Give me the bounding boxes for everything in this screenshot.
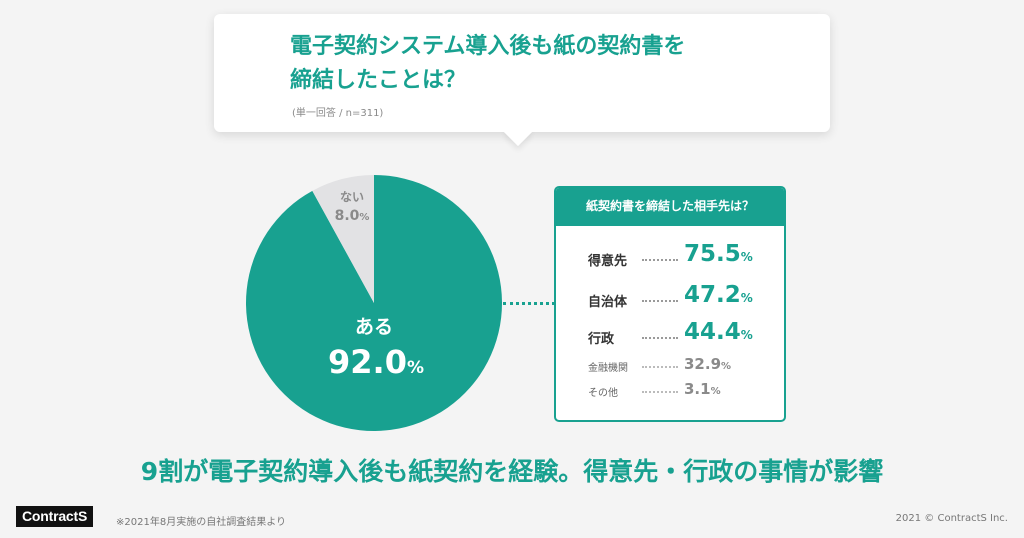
counterparty-label: 行政 [588,332,615,347]
counterparty-value: 47.2% [684,282,753,308]
counterparty-label: 金融機関 [588,363,628,374]
counterparty-panel: 紙契約書を締結した相手先は？ 得意先 75.5% 自治体 47.2% 行政 44… [554,186,786,422]
question-card: 電子契約システム導入後も紙の契約書を 締結したことは？ (単一回答 / n=31… [214,14,830,147]
question-subtitle: (単一回答 / n=311) [292,108,384,119]
counterparty-label: 自治体 [588,295,628,310]
contracts-logo: ContractS [16,506,94,527]
counterparty-label: 得意先 [588,254,628,269]
copyright: 2021 © ContractS Inc. [895,513,1008,524]
headline: 9割が電子契約導入後も紙契約を経験。得意先・行政の事情が影響 [140,457,884,486]
footnote: ※2021年8月実施の自社調査結果より [116,517,286,528]
counterparty-panel-title: 紙契約書を締結した相手先は？ [556,188,784,226]
counterparty-value: 75.5% [684,241,753,267]
answer-pie-chart: ある 92.0% ない 8.0% [246,175,502,432]
counterparty-value: 44.4% [684,319,753,345]
counterparty-label: その他 [588,388,618,399]
pie-label-nai: ない [340,190,364,204]
pie-slice-nai [312,175,374,303]
counterparty-value: 32.9% [684,355,732,373]
pie-slice-aru [246,175,502,432]
pie-value-nai: 8.0% [335,208,370,224]
question-title: 電子契約システム導入後も紙の契約書を 締結したことは？ [290,34,686,93]
pie-value-aru: 92.0% [328,343,424,381]
connector-line [503,302,555,305]
counterparty-value: 3.1% [684,380,721,398]
pie-label-aru: ある [355,316,393,338]
